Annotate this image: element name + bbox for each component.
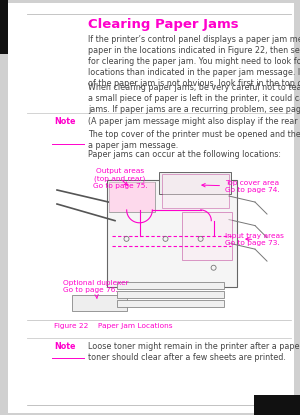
Text: Figure 22    Paper Jam Locations: Figure 22 Paper Jam Locations <box>54 323 172 329</box>
Text: Note: Note <box>54 342 76 351</box>
Bar <box>109 182 154 212</box>
Text: Paper jams can occur at the following locations:: Paper jams can occur at the following lo… <box>88 150 281 159</box>
Text: (A paper jam message might also display if the rear door is open.): (A paper jam message might also display … <box>88 117 300 126</box>
Text: EN: EN <box>261 406 270 411</box>
Bar <box>162 174 229 208</box>
Bar <box>117 282 224 289</box>
Text: Loose toner might remain in the printer after a paper jam, but the
toner should : Loose toner might remain in the printer … <box>88 342 300 362</box>
Text: Optional duplexer
Go to page 76.: Optional duplexer Go to page 76. <box>63 280 129 298</box>
Bar <box>159 172 230 194</box>
Bar <box>117 291 224 298</box>
Text: If the printer’s control panel displays a paper jam message, look for
paper in t: If the printer’s control panel displays … <box>88 35 300 88</box>
Text: Output areas
(top and rear)
Go to page 75.: Output areas (top and rear) Go to page 7… <box>93 168 147 188</box>
Text: Clearing Paper Jams: Clearing Paper Jams <box>88 18 238 31</box>
Bar <box>182 212 232 260</box>
Text: Input tray areas
Go to page 73.: Input tray areas Go to page 73. <box>225 233 284 246</box>
Text: The top cover of the printer must be opened and then closed to clear
a paper jam: The top cover of the printer must be ope… <box>88 130 300 150</box>
Text: Top cover area
Go to page 74.: Top cover area Go to page 74. <box>202 180 280 193</box>
Text: Note: Note <box>54 117 76 126</box>
Bar <box>109 182 154 212</box>
Bar <box>72 295 127 311</box>
Bar <box>107 180 237 287</box>
Bar <box>117 300 224 307</box>
Text: When clearing paper jams, be very careful not to tear the paper. If
a small piec: When clearing paper jams, be very carefu… <box>88 83 300 114</box>
